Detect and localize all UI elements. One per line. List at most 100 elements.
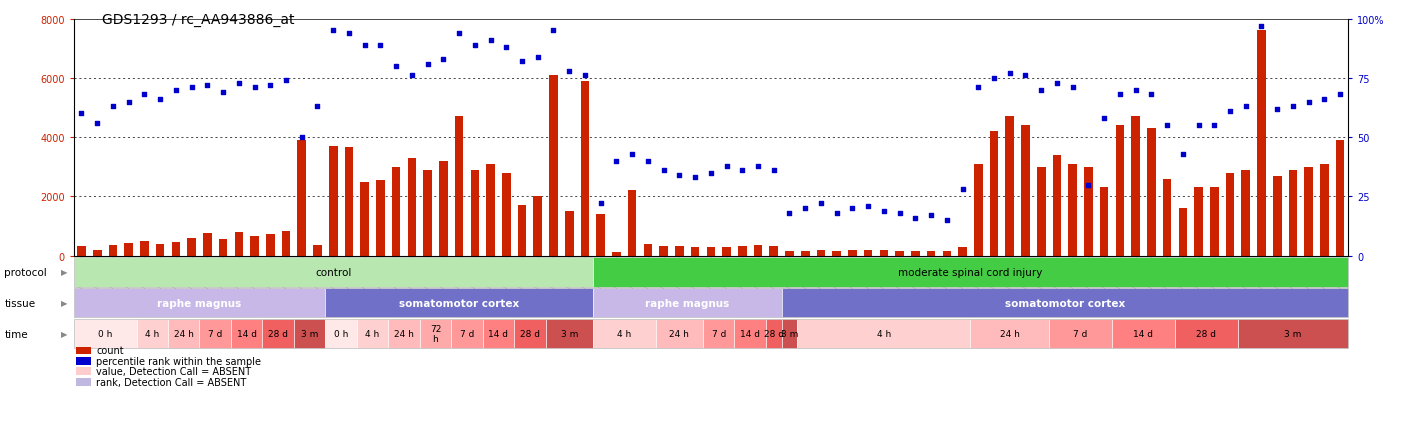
- Bar: [1085, 168, 1093, 256]
- Point: [102, 104, 125, 111]
- Bar: [784, 252, 794, 256]
- Text: ▶: ▶: [61, 299, 68, 307]
- Point: [479, 37, 501, 44]
- Bar: [707, 248, 715, 256]
- Text: 4 h: 4 h: [146, 329, 160, 338]
- Bar: [1257, 31, 1266, 256]
- Text: value, Detection Call = ABSENT: value, Detection Call = ABSENT: [96, 367, 252, 376]
- Point: [180, 85, 202, 92]
- Text: 28 d: 28 d: [268, 329, 289, 338]
- Text: 28 d: 28 d: [763, 329, 784, 338]
- Bar: [596, 215, 605, 256]
- Bar: [76, 247, 86, 256]
- Text: 7 d: 7 d: [460, 329, 474, 338]
- Bar: [218, 240, 228, 256]
- Point: [653, 168, 675, 174]
- Point: [290, 134, 313, 141]
- Bar: [297, 141, 306, 256]
- Bar: [266, 235, 275, 256]
- Point: [354, 42, 377, 49]
- Bar: [1147, 129, 1155, 256]
- Point: [700, 170, 722, 177]
- Bar: [879, 250, 888, 256]
- Point: [1124, 87, 1147, 94]
- Point: [1266, 106, 1289, 113]
- Point: [542, 28, 565, 35]
- Bar: [455, 117, 463, 256]
- Point: [558, 68, 581, 75]
- Bar: [1273, 176, 1281, 256]
- Bar: [202, 234, 212, 256]
- Point: [983, 75, 1005, 82]
- Bar: [910, 251, 919, 256]
- Point: [746, 163, 769, 170]
- Bar: [1194, 188, 1202, 256]
- Point: [920, 212, 943, 219]
- Point: [164, 87, 187, 94]
- Point: [321, 28, 344, 35]
- Text: 3 m: 3 m: [780, 329, 799, 338]
- Point: [998, 70, 1021, 77]
- Point: [903, 215, 926, 222]
- Bar: [408, 158, 416, 256]
- Bar: [1068, 164, 1078, 256]
- Text: 24 h: 24 h: [670, 329, 690, 338]
- Text: 24 h: 24 h: [1000, 329, 1020, 338]
- Bar: [171, 243, 180, 256]
- Point: [306, 104, 329, 111]
- Text: 4 h: 4 h: [617, 329, 632, 338]
- Bar: [125, 243, 133, 256]
- Point: [1328, 92, 1351, 99]
- Point: [1219, 108, 1242, 115]
- Bar: [691, 247, 700, 256]
- Bar: [990, 132, 998, 256]
- Bar: [1163, 179, 1171, 256]
- Point: [244, 85, 266, 92]
- Bar: [769, 247, 777, 256]
- Point: [1281, 104, 1304, 111]
- Text: ▶: ▶: [61, 268, 68, 276]
- Text: protocol: protocol: [4, 267, 47, 277]
- Text: ▶: ▶: [61, 329, 68, 338]
- Point: [1171, 151, 1194, 158]
- Text: GDS1293 / rc_AA943886_at: GDS1293 / rc_AA943886_at: [102, 13, 295, 27]
- Point: [133, 92, 156, 99]
- Bar: [439, 161, 447, 256]
- Point: [228, 80, 251, 87]
- Text: 7 d: 7 d: [1073, 329, 1087, 338]
- Point: [496, 44, 518, 51]
- Bar: [470, 170, 479, 256]
- Point: [1093, 115, 1116, 122]
- Point: [936, 217, 959, 224]
- Bar: [501, 173, 511, 256]
- Point: [952, 186, 974, 193]
- Point: [71, 111, 93, 118]
- Bar: [1178, 209, 1187, 256]
- Bar: [1304, 168, 1313, 256]
- Text: 24 h: 24 h: [394, 329, 413, 338]
- Point: [337, 30, 360, 37]
- Point: [1109, 92, 1131, 99]
- Text: somatomotor cortex: somatomotor cortex: [1005, 298, 1124, 308]
- Bar: [959, 247, 967, 256]
- Bar: [848, 250, 857, 256]
- Text: 14 d: 14 d: [236, 329, 256, 338]
- Point: [605, 158, 627, 165]
- Text: control: control: [314, 267, 351, 277]
- Point: [463, 42, 486, 49]
- Bar: [627, 191, 636, 256]
- Bar: [1005, 117, 1014, 256]
- Point: [1029, 87, 1052, 94]
- Point: [872, 207, 895, 214]
- Point: [967, 85, 990, 92]
- Text: rank, Detection Call = ABSENT: rank, Detection Call = ABSENT: [96, 377, 246, 387]
- Bar: [943, 252, 952, 256]
- Bar: [660, 247, 668, 256]
- Text: 28 d: 28 d: [1197, 329, 1216, 338]
- Bar: [235, 233, 244, 256]
- Bar: [486, 164, 496, 256]
- Bar: [187, 238, 195, 256]
- Text: percentile rank within the sample: percentile rank within the sample: [96, 356, 262, 366]
- Text: count: count: [96, 346, 125, 355]
- Point: [118, 99, 140, 106]
